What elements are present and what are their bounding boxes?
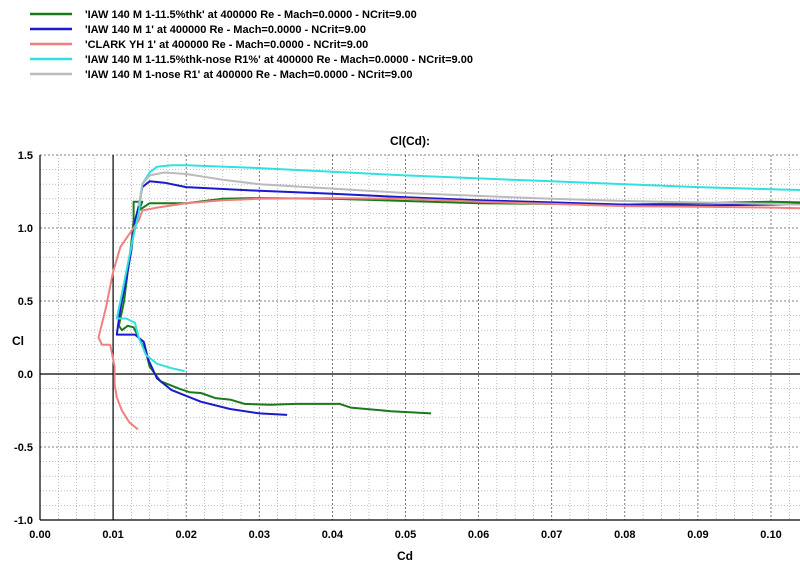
chart-title: Cl(Cd): <box>390 134 430 148</box>
x-tick-label: 0.09 <box>687 529 708 541</box>
x-tick-label: 0.01 <box>102 529 123 541</box>
y-tick-label: 0.5 <box>18 296 33 308</box>
legend-entry-4: 'IAW 140 M 1-11.5%thk-nose R1%' at 40000… <box>85 54 473 66</box>
x-axis-label: Cd <box>397 549 413 563</box>
tick-labels: 0.00 0.01 0.02 0.03 0.04 0.05 0.06 0.07 0.08 0.09… <box>14 150 782 541</box>
y-tick-label: 1.5 <box>18 150 33 162</box>
series-line-3 <box>97 197 800 431</box>
legend-entry-2: 'IAW 140 M 1' at 400000 Re - Mach=0.0000… <box>85 24 366 36</box>
x-tick-label: 0.07 <box>541 529 562 541</box>
legend-entry-1: 'IAW 140 M 1-11.5%thk' at 400000 Re - Ma… <box>85 9 417 21</box>
series-group <box>97 164 800 431</box>
y-tick-label: -1.0 <box>14 515 33 527</box>
axes <box>39 155 800 521</box>
y-axis-label: Cl <box>12 334 24 348</box>
grid <box>39 154 800 521</box>
x-tick-label: 0.04 <box>322 529 344 541</box>
x-tick-label: 0.05 <box>395 529 416 541</box>
series-line-5 <box>137 171 800 207</box>
x-tick-label: 0.03 <box>249 529 270 541</box>
series-line-2 <box>115 180 800 416</box>
legend-entry-5: 'IAW 140 M 1-nose R1' at 400000 Re - Mac… <box>85 69 412 81</box>
x-tick-label: 0.00 <box>29 529 50 541</box>
y-tick-label: 1.0 <box>18 223 33 235</box>
x-tick-label: 0.06 <box>468 529 489 541</box>
x-tick-label: 0.10 <box>760 529 781 541</box>
legend-entry-3: 'CLARK YH 1' at 400000 Re - Mach=0.0000 … <box>85 39 368 51</box>
y-tick-label: 0.0 <box>18 369 33 381</box>
x-tick-label: 0.08 <box>614 529 635 541</box>
series-line-1 <box>117 197 800 415</box>
y-tick-label: -0.5 <box>14 442 33 454</box>
x-tick-label: 0.02 <box>175 529 196 541</box>
legend: 'IAW 140 M 1-11.5%thk' at 400000 Re - Ma… <box>30 9 473 81</box>
